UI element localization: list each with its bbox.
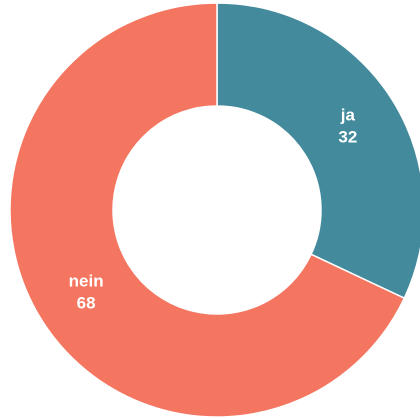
slice-label: ja — [340, 105, 356, 124]
slice-label: nein — [69, 272, 104, 291]
slice-value: 32 — [338, 127, 357, 146]
slice — [216, 2, 420, 300]
slice — [9, 2, 406, 418]
slice-value: 68 — [77, 294, 96, 313]
